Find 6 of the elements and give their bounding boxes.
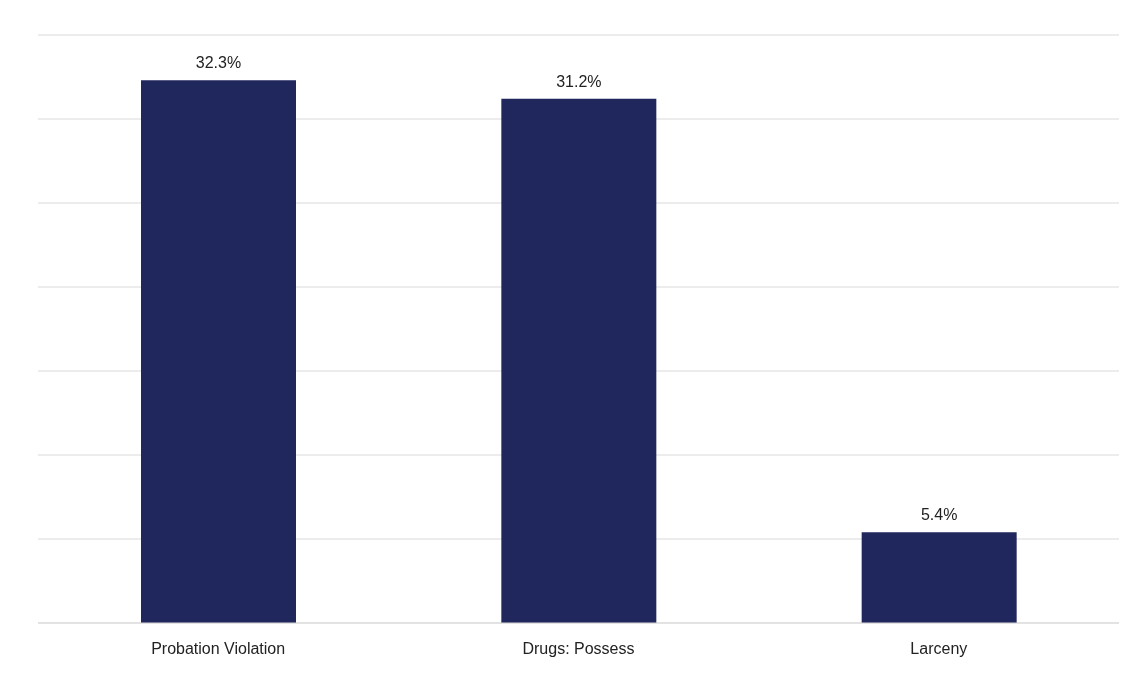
x-tick-label: Drugs: Possess [522,640,635,658]
x-tick-label: Probation Violation [151,640,286,658]
x-tick-label: Larceny [910,640,968,658]
data-label: 31.2% [556,72,602,90]
data-label: 32.3% [195,54,242,72]
data-label: 5.4% [920,506,958,524]
